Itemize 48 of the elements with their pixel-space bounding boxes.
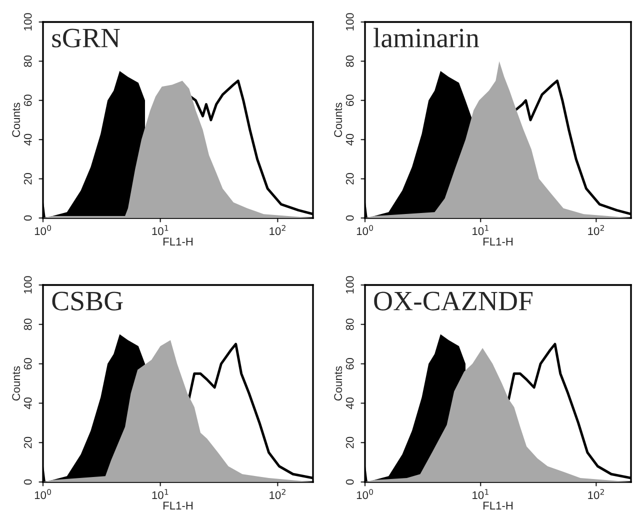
y-tick-label: 100 (346, 276, 354, 294)
chart-title: laminarin (374, 28, 480, 48)
x-axis-title: FL1-H (163, 502, 193, 510)
y-tick-label: 0 (24, 479, 32, 485)
y-tick-label: 60 (24, 358, 32, 370)
y-tick-label: 80 (24, 55, 32, 67)
x-tick-label: 10$^{0}$ (356, 488, 374, 500)
x-axis-title: FL1-H (163, 238, 193, 246)
y-tick-label: 100 (24, 276, 32, 294)
y-axis-title: Counts (12, 366, 20, 401)
y-tick-label: 80 (24, 318, 32, 330)
x-tick-label: 10$^{2}$ (270, 488, 286, 500)
x-tick-label: 10$^{1}$ (472, 225, 488, 236)
chart-title: CSBG (52, 292, 123, 310)
y-tick-label: 0 (346, 215, 354, 221)
y-axis-title: Counts (334, 366, 342, 401)
y-tick-label: 20 (346, 436, 354, 448)
x-tick-label: 10$^{1}$ (152, 225, 168, 236)
y-axis-title: Counts (334, 102, 342, 138)
y-axis-title: Counts (12, 102, 20, 138)
y-tick-label: 100 (24, 13, 32, 30)
x-tick-label: 10$^{2}$ (270, 224, 286, 236)
y-tick-label: 100 (346, 13, 354, 30)
y-tick-label: 40 (346, 134, 354, 146)
y-tick-label: 40 (346, 397, 354, 410)
x-tick-label: 10$^{2}$ (588, 488, 604, 500)
x-tick-label: 10$^{1}$ (152, 489, 168, 500)
y-tick-label: 20 (24, 173, 32, 184)
y-tick-label: 80 (346, 55, 354, 67)
x-tick-label: 10$^{0}$ (34, 224, 52, 236)
y-tick-label: 0 (346, 479, 354, 485)
x-tick-label: 10$^{0}$ (356, 224, 374, 236)
y-tick-label: 60 (24, 94, 32, 106)
x-axis-title: FL1-H (483, 502, 513, 510)
y-tick-label: 60 (346, 94, 354, 106)
chart-title: sGRN (52, 28, 120, 48)
y-tick-label: 40 (24, 134, 32, 146)
x-tick-label: 10$^{0}$ (34, 488, 52, 500)
chart-title: OX-CAZNDF (374, 292, 532, 310)
y-tick-label: 40 (24, 397, 32, 410)
x-tick-label: 10$^{2}$ (588, 224, 604, 236)
y-tick-label: 0 (24, 215, 32, 221)
y-tick-label: 20 (346, 173, 354, 184)
y-tick-label: 80 (346, 318, 354, 330)
x-tick-label: 10$^{1}$ (472, 489, 488, 500)
y-tick-label: 60 (346, 358, 354, 370)
x-axis-title: FL1-H (483, 238, 513, 246)
y-tick-label: 20 (24, 436, 32, 448)
